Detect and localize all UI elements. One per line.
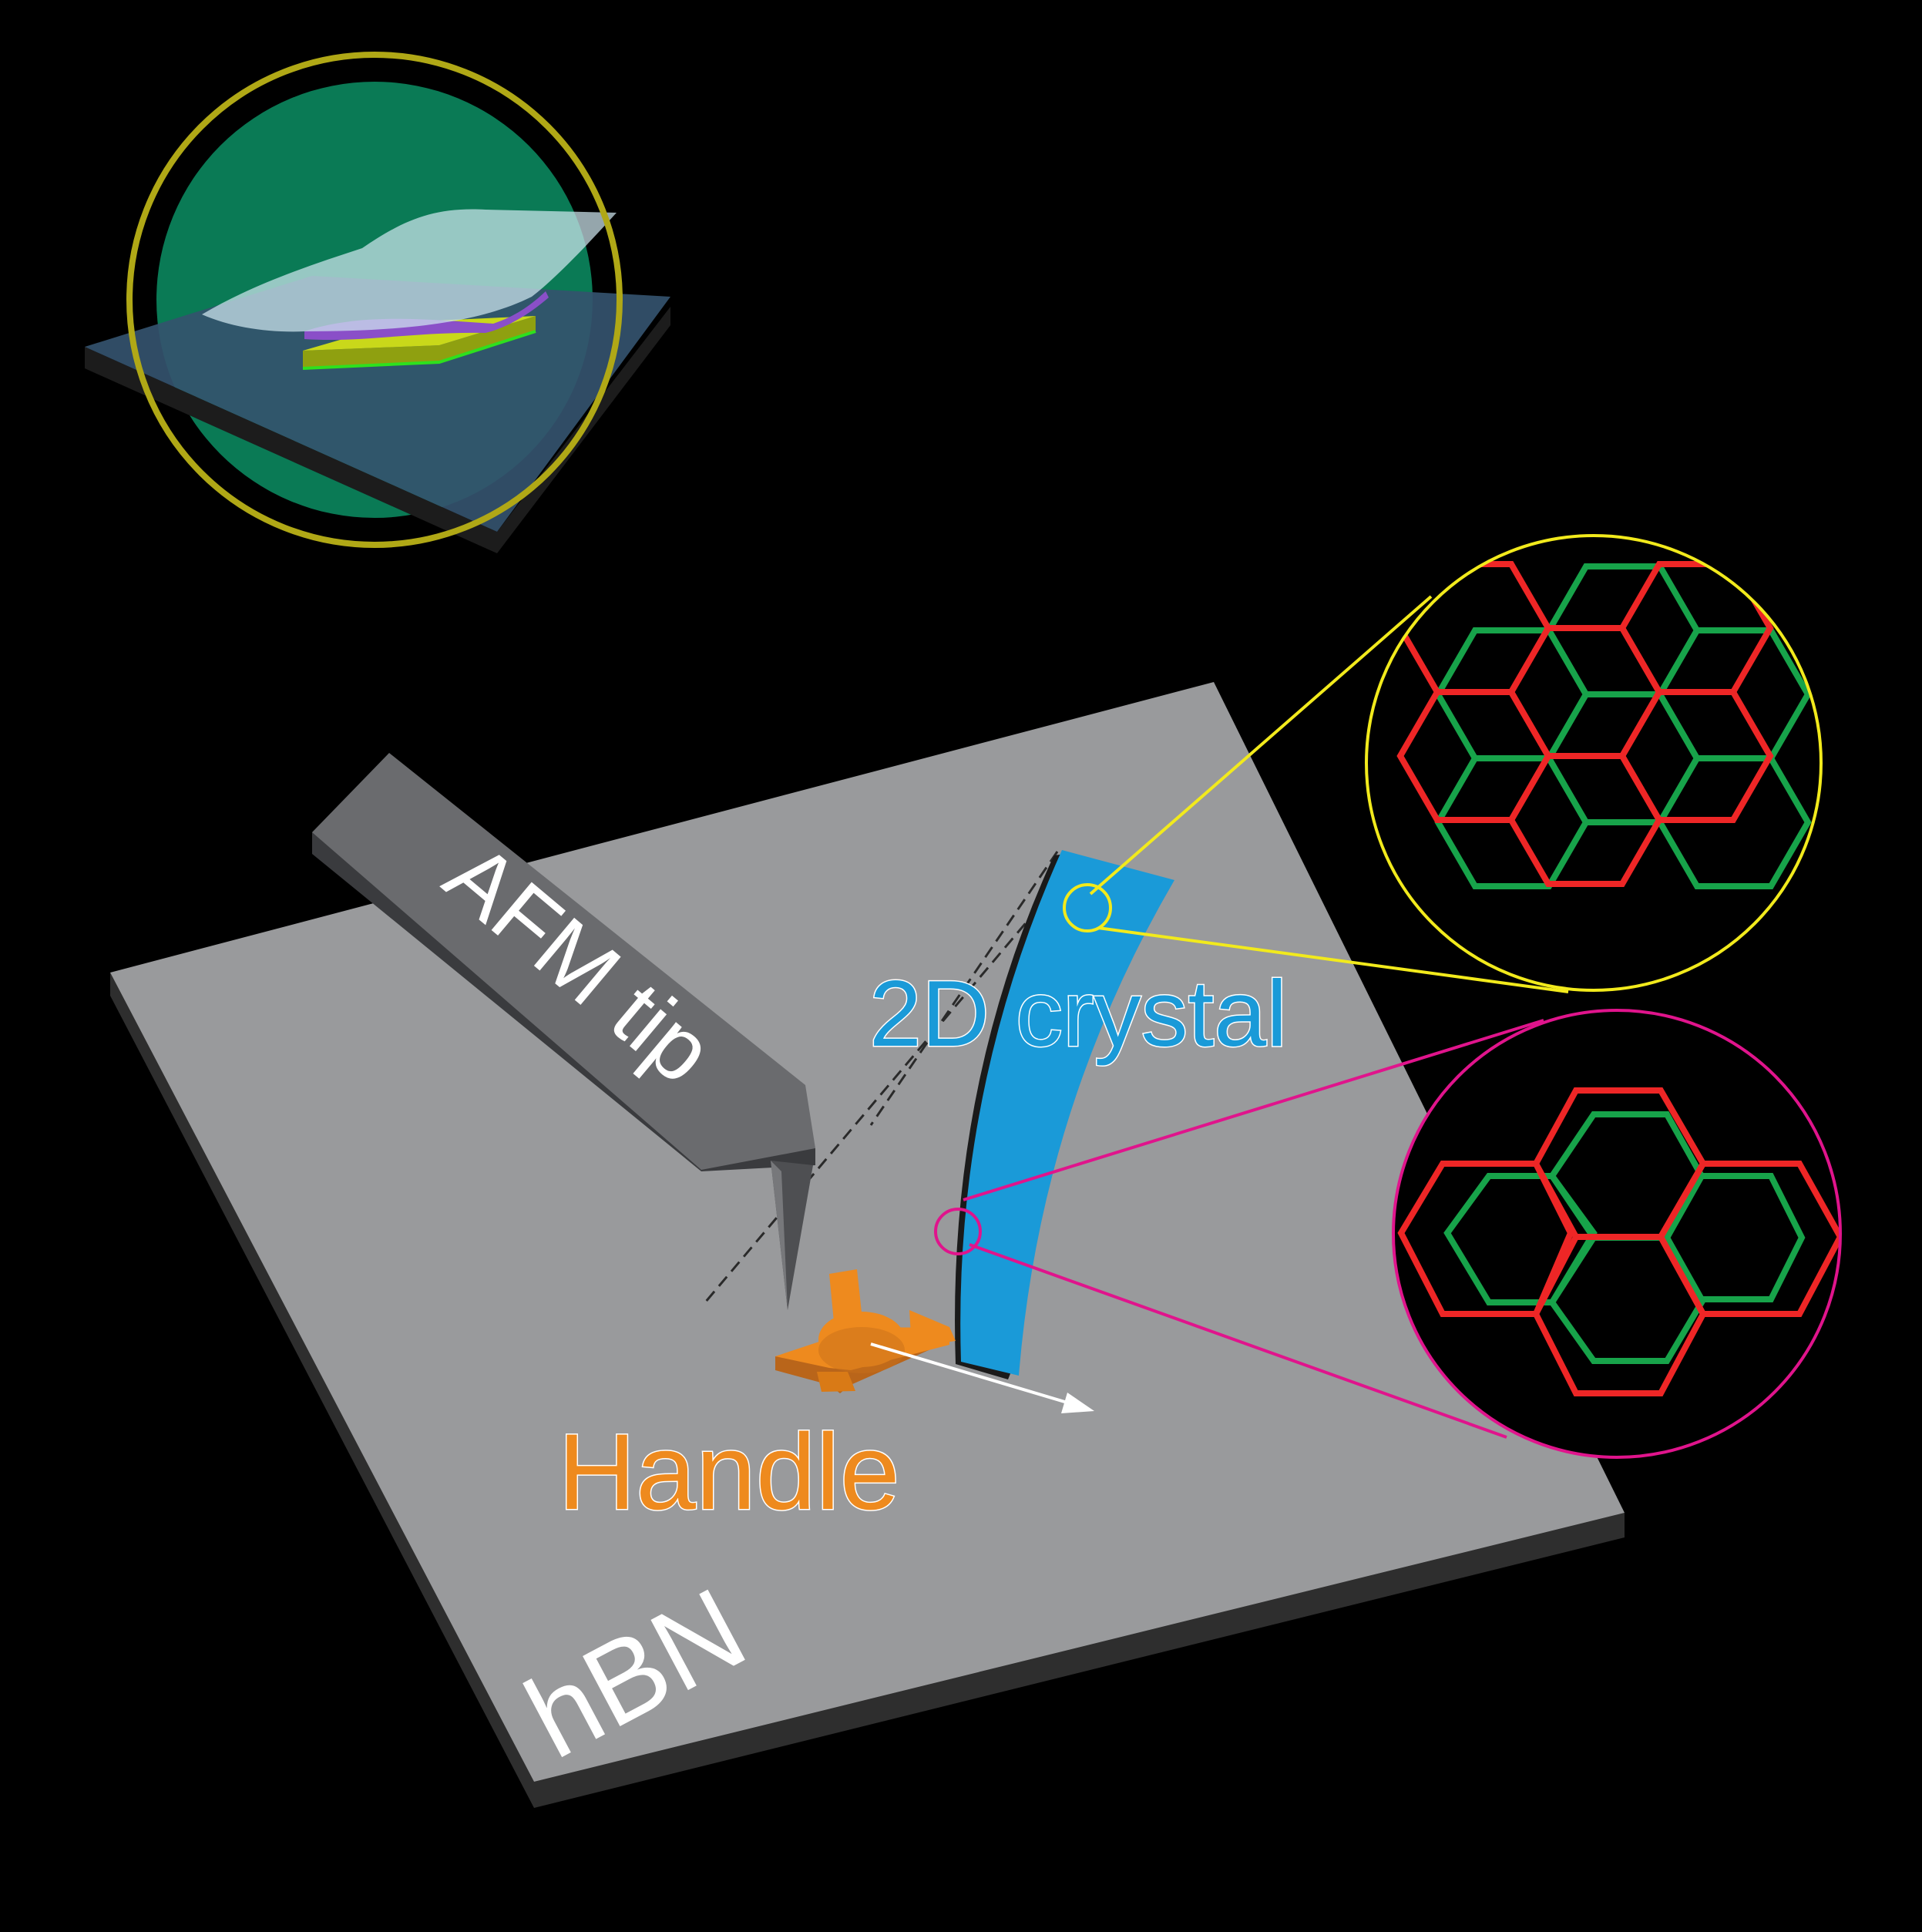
inset-ring [126,52,623,548]
inset-film [202,209,617,332]
zoom-aligned-bg [1366,536,1821,990]
handle-hub-shade [818,1327,905,1373]
zoom-aligned [1365,534,1823,992]
transfer-inset [85,52,670,553]
arrow-right-icon [870,1342,1094,1413]
zoom-line-aligned-bottom [1097,926,1569,993]
inset-flake-side [303,316,536,368]
zoom-twisted [1392,1009,1842,1459]
afm-tip-top [312,753,815,1170]
handle [775,1269,956,1393]
zoom-lines [963,595,1569,1439]
lattice-red-twisted [1397,1087,1840,1396]
zoom-line-twisted-bottom [969,1243,1507,1439]
zoom-marker-aligned [1063,883,1112,932]
crystal-ribbon [955,850,1174,1379]
inset-flake-edge [302,330,536,370]
zoom-marker-twisted [934,1208,982,1255]
crystal-ribbon-edge [955,854,1065,1379]
inset-platform [85,276,670,532]
afm-tip [312,753,815,1310]
zoom-line-aligned-top [1089,595,1433,895]
handle-label: Handle [558,1411,900,1532]
crystal-label: 2D crystal [869,961,1287,1066]
lattice-green-aligned [1434,563,1812,889]
afm-tip-needle-face [771,1161,788,1310]
handle-arm-bottom [817,1372,855,1392]
zoom-line-twisted-top [963,1019,1544,1201]
zoom-aligned-ring [1365,534,1823,992]
handle-arm-right [909,1310,956,1347]
crystal-ribbon-face [960,850,1174,1376]
zoom-twisted-ring [1392,1009,1842,1459]
guide-line-2 [869,851,1059,1126]
